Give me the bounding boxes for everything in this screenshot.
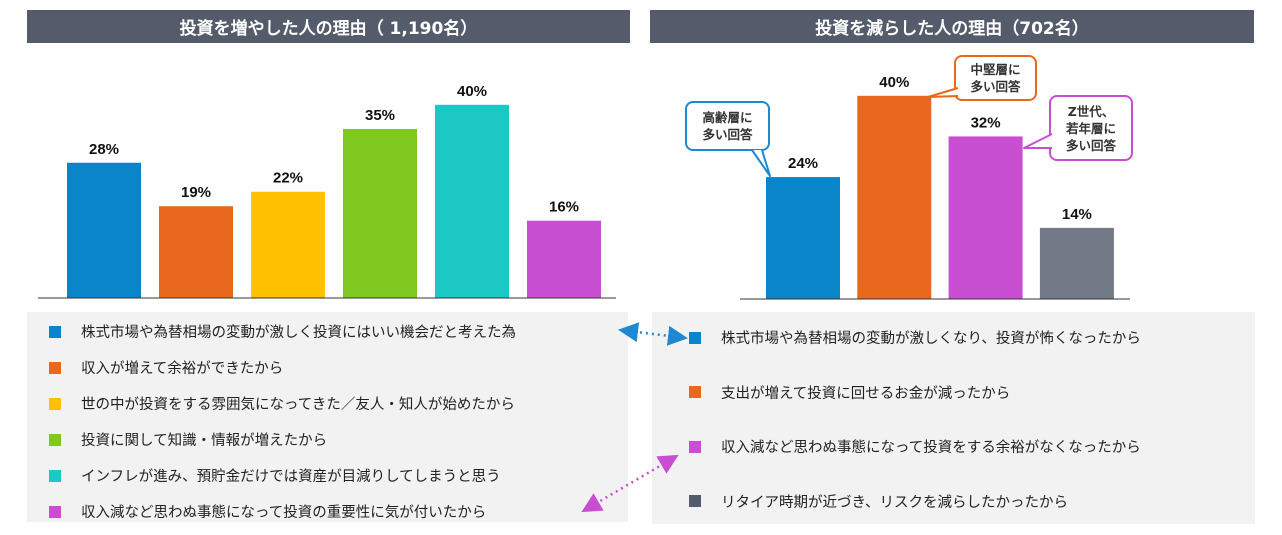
bar-label-0-2: 22%: [273, 170, 303, 187]
bar-0-2: [251, 191, 325, 298]
left-legend-swatch-5: [49, 505, 61, 518]
left-legend-item-4: インフレが進み、預貯金だけでは資産が目減りしてしまうと思う: [49, 465, 501, 486]
callout-text-1: 中堅層に 多い回答: [970, 62, 1021, 94]
right-legend-swatch-2: [689, 440, 701, 453]
bar-1-0: [766, 177, 840, 299]
bar-label-0-1: 19%: [181, 184, 211, 201]
bar-1-3: [1039, 227, 1114, 299]
left-legend-swatch-4: [49, 469, 61, 482]
left-legend-swatch-1: [49, 361, 61, 374]
left-legend-swatch-0: [49, 325, 61, 338]
left-chart-title: 投資を増やした人の理由（ 1,190名）: [27, 10, 630, 43]
bar-0-0: [67, 162, 141, 298]
callout-gen-z: Z世代、 若年層に 多い回答: [1049, 95, 1133, 161]
right-legend-label-3: リタイア時期が近づき、リスクを減らしたかったから: [721, 494, 1068, 511]
callout-text-2: Z世代、 若年層に 多い回答: [1065, 103, 1116, 153]
left-legend-item-3: 投資に関して知識・情報が増えたから: [49, 429, 327, 450]
bar-0-4: [435, 104, 509, 298]
bar-label-1-0: 24%: [788, 155, 818, 172]
right-legend-label-0: 株式市場や為替相場の変動が激しくなり、投資が怖くなったから: [721, 331, 1141, 347]
right-legend-swatch-3: [689, 495, 701, 507]
callout-text-0: 高齢層に 多い回答: [702, 110, 753, 142]
bar-label-1-1: 40%: [879, 74, 909, 91]
bar-label-0-3: 35%: [365, 107, 395, 124]
left-legend-label-4: インフレが進み、預貯金だけでは資産が目減りしてしまうと思う: [81, 469, 501, 485]
bar-label-1-3: 14%: [1062, 206, 1092, 223]
bar-1-1: [857, 95, 932, 299]
bar-label-0-0: 28%: [89, 141, 119, 158]
left-legend-item-5: 収入減など思わぬ事態になって投資の重要性に気が付いたから: [49, 501, 486, 522]
left-legend-label-3: 投資に関して知識・情報が増えたから: [81, 433, 328, 449]
right-legend-label-2: 収入減など思わぬ事態になって投資をする余裕がなくなったから: [721, 440, 1141, 456]
bar-label-1-2: 32%: [971, 114, 1001, 131]
bar-label-0-5: 16%: [549, 199, 579, 216]
left-legend-item-1: 収入が増えて余裕ができたから: [49, 357, 283, 378]
right-chart-title: 投資を減らした人の理由（702名）: [650, 10, 1254, 43]
right-legend-item-1: 支出が増えて投資に回せるお金が減ったから: [689, 382, 1010, 403]
callout-elderly: 高齢層に 多い回答: [685, 101, 770, 151]
right-legend-item-0: 株式市場や為替相場の変動が激しくなり、投資が怖くなったから: [689, 327, 1141, 348]
left-legend: 株式市場や為替相場の変動が激しく投資にはいい機会だと考えた為 収入が増えて余裕がで…: [27, 312, 628, 522]
bar-0-5: [527, 220, 601, 298]
bar-label-0-4: 40%: [457, 83, 487, 100]
right-legend: 株式市場や為替相場の変動が激しくなり、投資が怖くなったから 支出が増えて投資に回せ…: [652, 312, 1255, 524]
left-legend-item-2: 世の中が投資をする雰囲気になってきた／友人・知人が始めたから: [49, 393, 515, 414]
right-legend-item-2: 収入減など思わぬ事態になって投資をする余裕がなくなったから: [689, 436, 1141, 457]
bar-1-2: [948, 136, 1023, 299]
bar-0-3: [343, 128, 417, 298]
left-legend-label-2: 世の中が投資をする雰囲気になってきた／友人・知人が始めたから: [81, 397, 515, 413]
left-legend-label-1: 収入が増えて余裕ができたから: [81, 361, 284, 377]
left-legend-item-0: 株式市場や為替相場の変動が激しく投資にはいい機会だと考えた為: [49, 321, 516, 342]
right-legend-swatch-0: [689, 331, 701, 344]
bar-0-1: [159, 206, 233, 298]
right-legend-item-3: リタイア時期が近づき、リスクを減らしたかったから: [689, 491, 1068, 512]
left-legend-label-0: 株式市場や為替相場の変動が激しく投資にはいい機会だと考えた為: [81, 325, 516, 341]
right-legend-swatch-1: [689, 386, 701, 398]
left-legend-swatch-2: [49, 397, 61, 410]
callout-middle-age: 中堅層に 多い回答: [954, 55, 1037, 101]
right-legend-label-1: 支出が増えて投資に回せるお金が減ったから: [721, 385, 1011, 402]
left-legend-swatch-3: [49, 433, 61, 446]
left-legend-label-5: 収入減など思わぬ事態になって投資の重要性に気が付いたから: [81, 505, 487, 521]
